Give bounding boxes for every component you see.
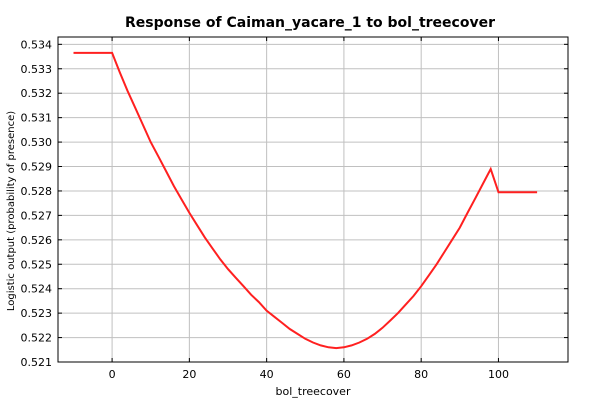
y-tick-label: 0.534 [21, 38, 53, 51]
x-tick-label: 60 [337, 368, 351, 381]
x-tick-label: 20 [182, 368, 196, 381]
y-tick-label: 0.522 [21, 332, 53, 345]
grid [58, 37, 568, 363]
y-axis-label: Logistic output (probability of presence… [6, 111, 17, 311]
plot-frame [57, 36, 569, 363]
x-tick-label: 0 [109, 368, 116, 381]
axis-ticks: 0 20 40 60 80 100 0.521 0.522 0.523 0.524 0.525 0.5… [21, 37, 568, 381]
y-tick-label: 0.523 [21, 307, 53, 320]
y-tick-label: 0.521 [21, 356, 53, 369]
series-line [73, 51, 538, 350]
x-tick-label: 40 [260, 368, 274, 381]
y-tick-label: 0.533 [21, 63, 53, 76]
y-tick-label: 0.531 [21, 112, 53, 125]
x-tick-label: 80 [414, 368, 428, 381]
y-tick-label: 0.529 [21, 161, 53, 174]
x-axis-label: bol_treecover [276, 385, 351, 398]
y-tick-label: 0.526 [21, 234, 53, 247]
y-tick-label: 0.524 [21, 283, 53, 296]
y-tick-label: 0.528 [21, 185, 53, 198]
x-tick-label: 100 [488, 368, 509, 381]
y-tick-label: 0.530 [21, 136, 53, 149]
y-tick-label: 0.532 [21, 87, 53, 100]
y-tick-label: 0.525 [21, 258, 53, 271]
chart-title: Response of Caiman_yacare_1 to bol_treec… [125, 15, 495, 31]
y-tick-label: 0.527 [21, 209, 53, 222]
